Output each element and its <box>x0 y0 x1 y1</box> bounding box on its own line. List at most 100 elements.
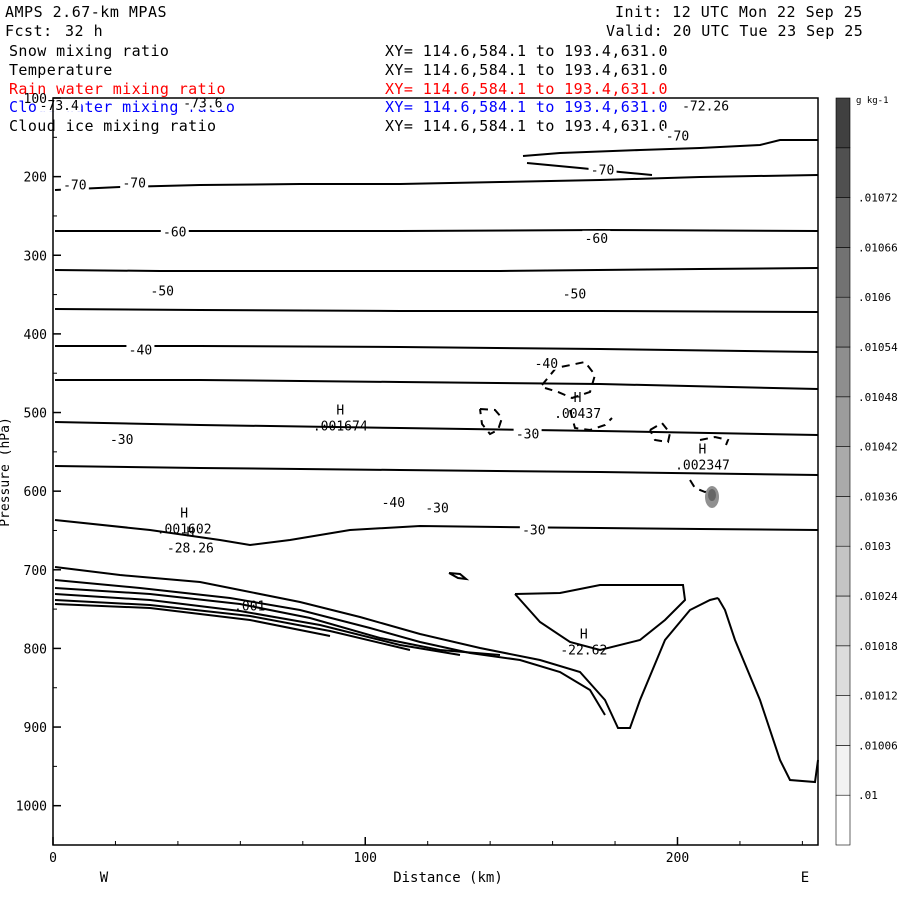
colorbar-label: .01012 <box>858 690 898 703</box>
contour-label-bg <box>679 98 732 113</box>
y-tick-label: 700 <box>24 564 47 579</box>
contour-label: -60 <box>585 232 608 247</box>
contour-line <box>54 593 461 656</box>
extremum-marker: H <box>699 443 707 458</box>
field-name: Snow mixing ratio <box>9 42 170 60</box>
contour-label-bg <box>423 500 452 515</box>
colorbar-segment <box>835 446 851 497</box>
extremum-marker: H <box>580 627 588 642</box>
mixing-ratio-contours <box>479 360 730 494</box>
contour-label: -40 <box>535 357 558 372</box>
contour-line <box>54 465 819 476</box>
x-axis-west-label: W <box>100 870 109 886</box>
colorbar-segment <box>835 745 851 796</box>
contour-label: -50 <box>563 288 586 303</box>
x-axis-label: Distance (km) <box>393 870 503 886</box>
y-tick-label: 800 <box>24 642 47 657</box>
y-axis: 100 200 300 400 500 600 700 800 900 1000 <box>16 92 61 846</box>
x-tick-label: 200 <box>666 851 689 866</box>
shaded-region <box>705 486 719 508</box>
contour-label: -73.4 <box>40 99 79 114</box>
x-tick-label: 0 <box>49 851 57 866</box>
contour-line <box>522 139 818 157</box>
y-tick-label: 300 <box>24 249 47 264</box>
contour-label-bg <box>107 432 136 447</box>
contour-line <box>541 360 597 400</box>
colorbar-segment <box>835 296 851 348</box>
colorbar-label: .01018 <box>858 640 898 653</box>
colorbar-label: .01048 <box>858 391 898 404</box>
contour-label-bg <box>180 95 225 110</box>
contour-label: -70 <box>591 163 614 178</box>
contour-line <box>54 579 606 716</box>
x-tick-label: 100 <box>354 851 377 866</box>
field-name: Cloud ice mixing ratio <box>9 117 217 135</box>
contour-label: -30 <box>425 501 448 516</box>
contour-line <box>55 345 819 353</box>
y-tick-label: 500 <box>24 407 47 422</box>
contour-line <box>55 379 819 390</box>
contour-label-bg <box>588 162 617 177</box>
valid-time: Valid: 20 UTC Tue 23 Sep 25 <box>606 22 864 40</box>
contour-label-bg <box>519 522 548 537</box>
colorbar-segment <box>835 247 851 298</box>
colorbar-label: .0103 <box>858 540 891 553</box>
colorbar-segment <box>835 645 851 696</box>
colorbar-label: .01 <box>858 789 878 802</box>
contour-line <box>54 587 501 656</box>
extremum-marker: H <box>574 391 582 406</box>
colorbar-label: .01036 <box>858 490 898 503</box>
contour-label: -30 <box>110 433 133 448</box>
contour-label-bg <box>126 342 155 357</box>
field-name: Temperature <box>9 61 113 79</box>
field-xy: XY= 114.6,584.1 to 193.4,631.0 <box>385 61 668 79</box>
colorbar-segment <box>835 396 851 447</box>
x-axis: 0 100 200 <box>49 837 803 866</box>
colorbar-label: .01066 <box>858 241 898 254</box>
plot-frame <box>52 97 819 846</box>
contour-line <box>569 409 613 432</box>
contour-line <box>54 599 411 651</box>
contour-line <box>54 174 819 191</box>
y-tick-label: 100 <box>24 92 47 107</box>
contour-line <box>514 584 687 652</box>
plot-content: -70 -70 -70 -70 -60 -60 -50 -50 -40 -40 -40 -30 -30 -… <box>37 95 819 784</box>
y-tick-label: 200 <box>24 171 47 186</box>
contour-label-bg <box>120 175 149 190</box>
colorbar-units: g kg-1 <box>856 96 889 106</box>
colorbar-label: .01006 <box>858 739 898 752</box>
colorbar-segment <box>835 695 851 746</box>
contour-line <box>54 421 819 436</box>
contour-label: -30 <box>522 523 545 538</box>
colorbar-label: .0106 <box>858 291 891 304</box>
colorbar-label: .01054 <box>858 341 898 354</box>
contour-line <box>55 228 819 232</box>
colorbar-label: .01042 <box>858 441 898 454</box>
contour-label-bg <box>148 283 177 298</box>
contour-line <box>699 435 730 446</box>
contour-label-bg <box>663 128 692 143</box>
extremum-value: .00437 <box>554 407 601 422</box>
contour-line <box>689 479 717 494</box>
contour-label-bg <box>37 97 82 112</box>
colorbar-segment <box>835 197 851 248</box>
contour-label-bg <box>532 355 561 370</box>
extremum-value: .002347 <box>675 459 730 474</box>
model-title: AMPS 2.67-km MPAS <box>5 3 168 21</box>
init-time: Init: 12 UTC Mon 22 Sep 25 <box>615 3 863 21</box>
y-axis-label: Pressure (hPa) <box>0 417 13 527</box>
contour-line <box>448 572 470 581</box>
contour-label: -40 <box>129 343 152 358</box>
colorbar-segment <box>835 545 851 597</box>
extremum-value: -22.62 <box>560 643 607 658</box>
colorbar-segment <box>835 496 851 547</box>
contour-label: -70 <box>122 177 145 192</box>
y-tick-label: 600 <box>24 485 47 500</box>
contour-label: -72.26 <box>682 100 729 115</box>
contour-label: -50 <box>151 284 174 299</box>
colorbar-label: .01024 <box>858 590 898 603</box>
extremum-marker: H <box>336 403 344 418</box>
field-xy: XY= 114.6,584.1 to 193.4,631.0 <box>385 42 668 60</box>
contour-line <box>717 597 819 784</box>
